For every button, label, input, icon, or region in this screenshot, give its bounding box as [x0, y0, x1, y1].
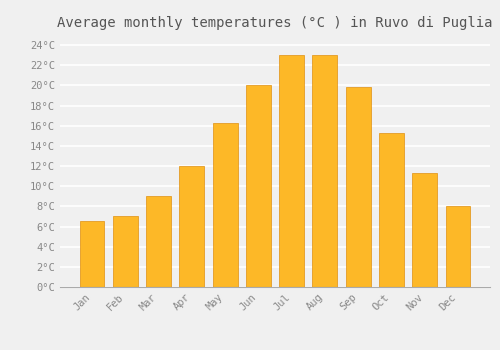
- Bar: [379, 133, 404, 287]
- Bar: [113, 216, 138, 287]
- Bar: [212, 123, 238, 287]
- Bar: [80, 222, 104, 287]
- Bar: [312, 55, 338, 287]
- Bar: [180, 166, 204, 287]
- Bar: [446, 206, 470, 287]
- Title: Average monthly temperatures (°C ) in Ruvo di Puglia: Average monthly temperatures (°C ) in Ru…: [57, 16, 493, 30]
- Bar: [346, 88, 370, 287]
- Bar: [146, 196, 171, 287]
- Bar: [246, 85, 271, 287]
- Bar: [279, 55, 304, 287]
- Bar: [412, 173, 437, 287]
